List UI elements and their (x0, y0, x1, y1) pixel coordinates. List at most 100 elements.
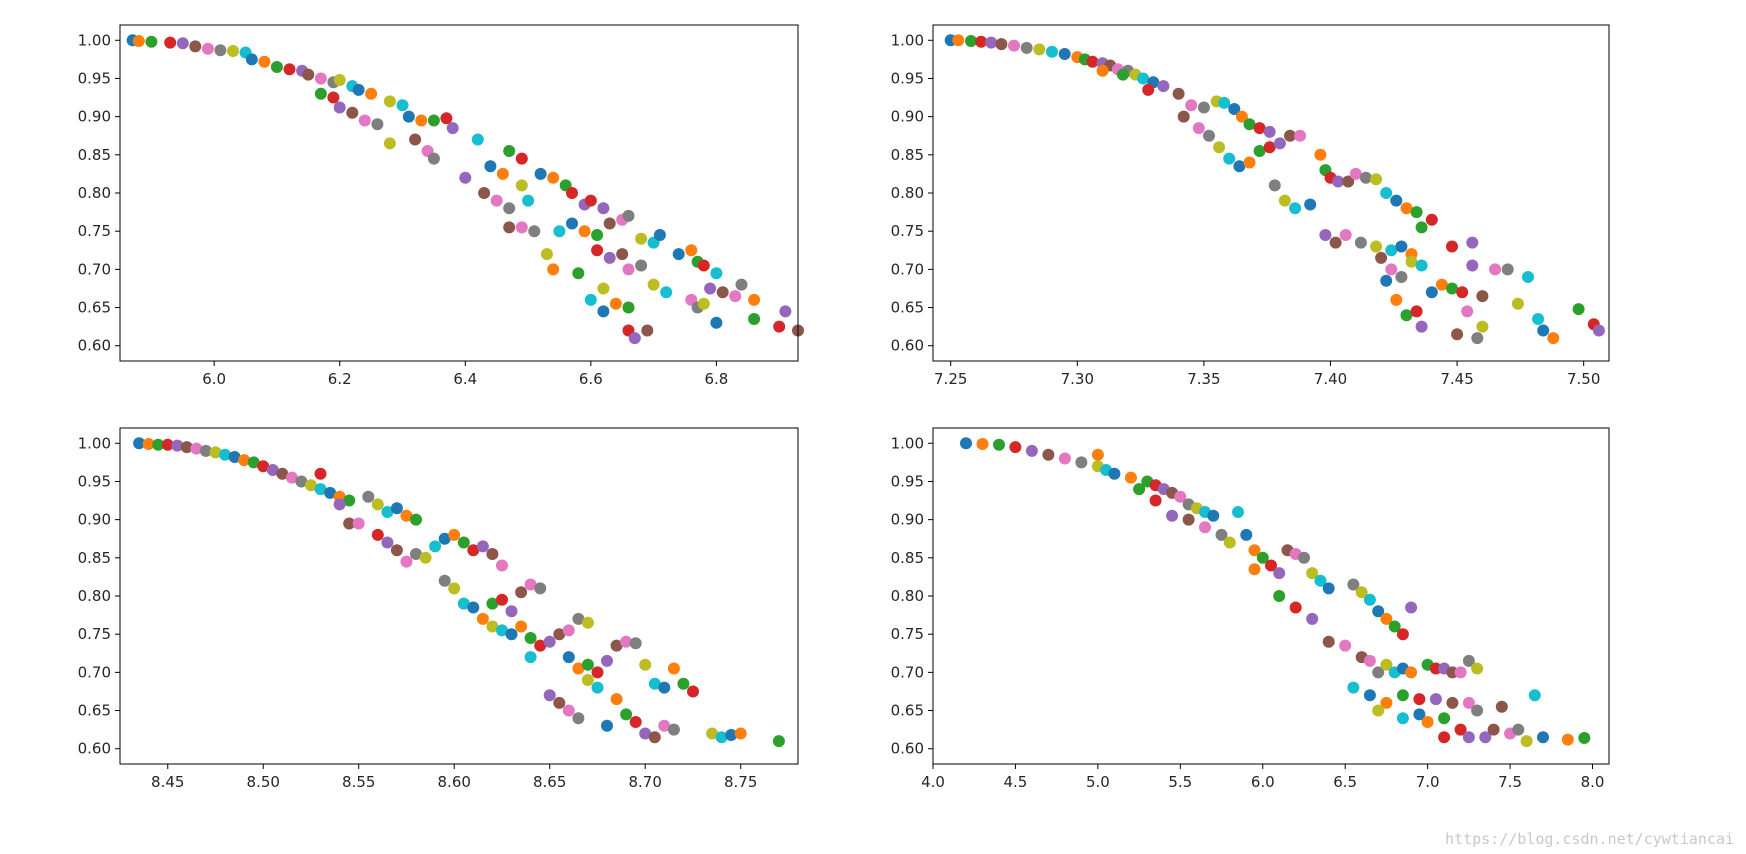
data-point (258, 55, 271, 68)
x-tick-label: 6.5 (1333, 773, 1357, 791)
data-point (1243, 118, 1256, 131)
data-point (1415, 259, 1428, 272)
data-point (219, 448, 231, 461)
data-point (333, 74, 346, 86)
data-point (1086, 55, 1099, 68)
data-point (314, 72, 327, 85)
data-point (1390, 194, 1403, 207)
data-point (540, 248, 553, 261)
data-point (365, 87, 378, 100)
data-point (1435, 278, 1448, 291)
subplots: 6.0 6.2 6.4 6.6 6.8 0.60 0.65 0.70 0.75 0.80 0.85 0… (78, 24, 1610, 791)
data-point (658, 681, 671, 694)
y-tick-label: 0.80 (891, 587, 924, 605)
x-tick-label: 7.40 (1314, 370, 1347, 388)
y-tick-label: 0.90 (891, 511, 924, 529)
data-point (1172, 87, 1185, 100)
y-tick-label: 0.70 (891, 260, 924, 278)
data-point (1289, 202, 1302, 215)
data-point (635, 259, 648, 272)
data-point (227, 45, 239, 57)
data-point (459, 171, 472, 184)
data-point (1273, 567, 1286, 580)
y-tick-label: 0.65 (891, 299, 924, 317)
data-point (1355, 586, 1368, 599)
data-point (1380, 696, 1393, 709)
data-point (496, 559, 508, 572)
data-point (295, 475, 308, 488)
data-point (566, 217, 578, 230)
data-point (1489, 263, 1502, 276)
data-point (603, 251, 616, 264)
data-point (1253, 145, 1266, 157)
data-point (641, 324, 654, 337)
data-point (333, 101, 346, 114)
data-point (1322, 635, 1335, 648)
data-point (772, 735, 785, 748)
y-tick-label: 0.95 (78, 69, 111, 87)
data-point (1370, 240, 1383, 253)
data-point (302, 68, 315, 81)
data-point (1388, 620, 1401, 633)
data-point (1363, 654, 1376, 667)
data-point (1425, 286, 1438, 299)
data-point (697, 297, 710, 310)
data-point (528, 225, 541, 238)
data-point (346, 106, 359, 119)
data-point (562, 624, 575, 637)
data-point (1446, 666, 1459, 679)
data-point (1405, 666, 1418, 679)
data-point (1400, 202, 1413, 215)
x-tick-label: 8.60 (438, 773, 471, 791)
x-tick-label: 8.55 (342, 773, 375, 791)
data-point (1522, 271, 1534, 283)
data-point (1020, 41, 1033, 54)
data-point (639, 658, 652, 671)
y-tick-label: 0.85 (891, 146, 924, 164)
data-point (1415, 320, 1428, 333)
data-point (584, 194, 597, 207)
data-point (266, 464, 279, 476)
data-point (597, 202, 610, 215)
data-point (581, 658, 594, 671)
data-point (1390, 293, 1403, 306)
data-point (333, 498, 346, 511)
x-tick-label: 6.0 (202, 370, 226, 388)
data-point (1314, 148, 1327, 161)
data-point (1372, 666, 1385, 679)
data-point (581, 616, 594, 629)
data-point (1354, 236, 1367, 249)
data-point (1446, 696, 1459, 709)
x-tick-label: 6.6 (579, 370, 603, 388)
y-tick-label: 0.90 (78, 108, 111, 126)
data-point (440, 112, 453, 125)
data-point (199, 444, 212, 457)
data-point (314, 87, 327, 100)
y-tick-label: 0.80 (78, 184, 111, 202)
data-point (1461, 305, 1474, 318)
data-point (547, 171, 560, 184)
data-point (410, 513, 422, 526)
data-point (1532, 313, 1545, 325)
data-point (735, 278, 748, 291)
data-point (189, 40, 202, 53)
x-tick-label: 7.30 (1061, 370, 1094, 388)
data-point (779, 305, 792, 318)
data-point (1240, 528, 1253, 541)
data-point (486, 620, 499, 633)
data-point (1263, 141, 1276, 154)
y-tick-label: 0.80 (891, 184, 924, 202)
data-point (620, 708, 633, 721)
data-point (457, 597, 470, 610)
data-point (553, 696, 566, 709)
data-point (635, 232, 648, 245)
data-point (591, 666, 604, 679)
data-point (1462, 731, 1475, 744)
data-point (647, 278, 660, 291)
y-tick-label: 1.00 (78, 434, 111, 452)
scatter-points (133, 437, 785, 748)
data-point (496, 624, 508, 637)
data-point (1592, 324, 1605, 337)
data-point (381, 506, 394, 518)
data-point (324, 486, 337, 499)
